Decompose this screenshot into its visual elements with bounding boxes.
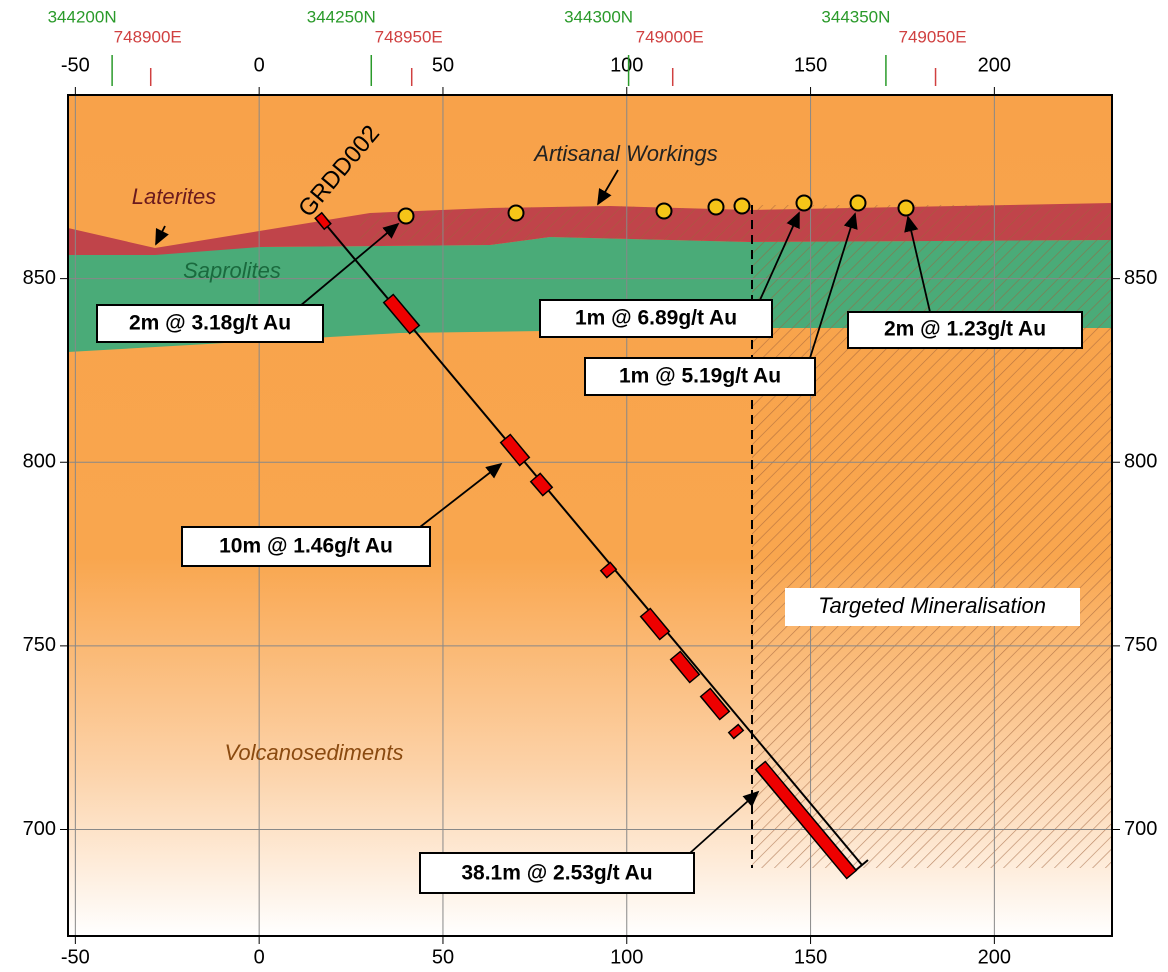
unit-label: Laterites bbox=[132, 184, 216, 209]
y-tick-label: 850 bbox=[23, 267, 56, 289]
callout: 10m @ 1.46g/t Au bbox=[219, 535, 393, 558]
callout: 38.1m @ 2.53g/t Au bbox=[461, 862, 652, 885]
northing-label: 344250N bbox=[307, 7, 376, 26]
callout: 1m @ 5.19g/t Au bbox=[619, 365, 781, 388]
x-tick-label: 150 bbox=[794, 54, 827, 76]
x-tick-label: -50 bbox=[61, 946, 90, 968]
y-tick-label: 750 bbox=[1124, 634, 1157, 656]
x-tick-label: 0 bbox=[254, 946, 265, 968]
x-tick-label: 100 bbox=[610, 946, 643, 968]
plot-frame bbox=[67, 94, 1113, 937]
x-tick-label: 150 bbox=[794, 946, 827, 968]
northing-label: 344300N bbox=[564, 7, 633, 26]
intercepts bbox=[314, 211, 869, 880]
target-box bbox=[785, 588, 1080, 626]
x-tick-label: 0 bbox=[254, 54, 265, 76]
annotation: Targeted Mineralisation bbox=[818, 593, 1046, 618]
easting-label: 749000E bbox=[636, 27, 704, 46]
y-tick-label: 750 bbox=[23, 634, 56, 656]
y-tick-label: 850 bbox=[1124, 267, 1157, 289]
y-tick-label: 700 bbox=[23, 818, 56, 840]
northing-label: 344350N bbox=[821, 7, 890, 26]
callouts: 2m @ 3.18g/t Au 1m @ 6.89g/t Au 2m @ 1.2… bbox=[96, 299, 1083, 894]
x-tick-label: 200 bbox=[978, 54, 1011, 76]
y-tick-label: 700 bbox=[1124, 818, 1157, 840]
geology bbox=[68, 95, 1112, 936]
arrows bbox=[155, 169, 931, 854]
easting-label: 749050E bbox=[899, 27, 967, 46]
x-tick-label: 200 bbox=[978, 946, 1011, 968]
unit-label: Volcanosediments bbox=[225, 740, 404, 765]
northing-label: 344200N bbox=[48, 7, 117, 26]
callout: 1m @ 6.89g/t Au bbox=[575, 307, 737, 330]
y-tick-label: 800 bbox=[1124, 451, 1157, 473]
callout: 2m @ 1.23g/t Au bbox=[884, 318, 1046, 341]
workings bbox=[397, 194, 915, 225]
hatch bbox=[360, 206, 750, 245]
x-tick-label: -50 bbox=[61, 54, 90, 76]
easting-label: 748950E bbox=[375, 27, 443, 46]
unit-label: Saprolites bbox=[183, 258, 281, 283]
annotation: Artisanal Workings bbox=[532, 141, 717, 166]
easting-label: 748900E bbox=[114, 27, 182, 46]
callout: 2m @ 3.18g/t Au bbox=[129, 312, 291, 335]
grid bbox=[68, 95, 1112, 936]
x-tick-label: 100 bbox=[610, 54, 643, 76]
x-tick-label: 50 bbox=[432, 54, 454, 76]
target-hatch bbox=[752, 205, 1112, 868]
y-tick-label: 800 bbox=[23, 451, 56, 473]
x-tick-label: 50 bbox=[432, 946, 454, 968]
